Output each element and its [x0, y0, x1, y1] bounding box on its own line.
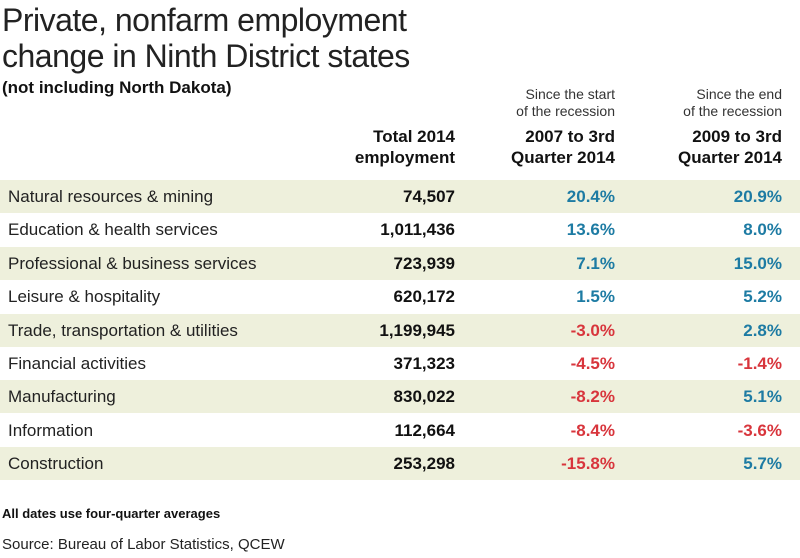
column-header: 2007 to 3rd	[525, 127, 615, 146]
table-row: Trade, transportation & utilities 1,199,9…	[0, 313, 800, 347]
employment-value: 1,199,945	[379, 320, 455, 340]
change-value: 5.7%	[743, 454, 782, 474]
column-super-header: of the recession	[516, 103, 615, 119]
change-value: 15.0%	[733, 253, 782, 273]
change-value: 20.9%	[733, 187, 782, 206]
row-label: Natural resources & mining	[8, 187, 214, 206]
employment-value: 74,507	[403, 187, 455, 206]
column-header: employment	[354, 148, 455, 167]
column-header: Total 2014	[373, 127, 455, 146]
column-super-header: Since the end	[696, 86, 782, 102]
row-label: Leisure & hospitality	[8, 287, 161, 307]
change-value: 13.6%	[566, 220, 615, 240]
employment-value: 723,939	[393, 253, 455, 273]
change-value: -4.5%	[570, 354, 615, 373]
table-row: Leisure & hospitality 620,172 1.5% 5.2%	[0, 280, 800, 313]
change-value: -3.0%	[570, 320, 615, 340]
column-super-header: Since the start	[525, 86, 616, 102]
change-value: -15.8%	[561, 454, 615, 474]
change-value: 7.1%	[576, 253, 615, 273]
row-label: Professional & business services	[8, 253, 257, 273]
row-label: Information	[8, 420, 94, 440]
table-row: Professional & business services 723,939 7…	[0, 246, 800, 280]
table-row: Education & health services 1,011,436 13.6…	[0, 213, 800, 246]
table-row: Natural resources & mining 74,507 20.4% 20.…	[0, 180, 800, 213]
column-header: Quarter 2014	[678, 148, 782, 167]
row-label: Education & health services	[8, 220, 218, 240]
row-label: Financial activities	[8, 354, 146, 373]
employment-value: 253,298	[393, 454, 455, 474]
table-row: Construction 253,298 -15.8% 5.7%	[0, 447, 800, 481]
employment-value: 112,664	[394, 420, 455, 440]
employment-value: 1,011,436	[380, 220, 455, 240]
change-value: 1.5%	[576, 287, 615, 307]
table-row: Manufacturing 830,022 -8.2% 5.1%	[0, 380, 800, 414]
change-value: 8.0%	[743, 220, 782, 240]
column-header: 2009 to 3rd	[692, 127, 782, 146]
column-super-header: of the recession	[683, 103, 782, 119]
employment-value: 830,022	[393, 387, 455, 407]
change-value: 20.4%	[566, 187, 615, 206]
table-row: Financial activities 371,323 -4.5% -1.4%	[0, 347, 800, 380]
row-label: Construction	[8, 454, 104, 474]
title-line: change in Ninth District states	[2, 38, 410, 74]
title-line: Private, nonfarm employment	[2, 2, 407, 38]
table-row: Information 112,664 -8.4% -3.6%	[0, 414, 800, 447]
change-value: -3.6%	[737, 420, 782, 440]
employment-value: 620,172	[393, 287, 455, 307]
change-value: -1.4%	[737, 354, 782, 373]
change-value: -8.4%	[570, 420, 615, 440]
source: Source: Bureau of Labor Statistics, QCEW	[2, 536, 285, 553]
change-value: 5.1%	[743, 387, 782, 407]
employment-value: 371,323	[393, 354, 455, 373]
subtitle: (not including North Dakota)	[2, 78, 232, 97]
change-value: 2.8%	[743, 320, 782, 340]
column-header: Quarter 2014	[511, 148, 615, 167]
footnote: All dates use four-quarter averages	[2, 506, 221, 521]
row-label: Manufacturing	[8, 387, 116, 407]
change-value: -8.2%	[570, 387, 615, 407]
row-label: Trade, transportation & utilities	[8, 320, 238, 340]
change-value: 5.2%	[743, 287, 782, 307]
